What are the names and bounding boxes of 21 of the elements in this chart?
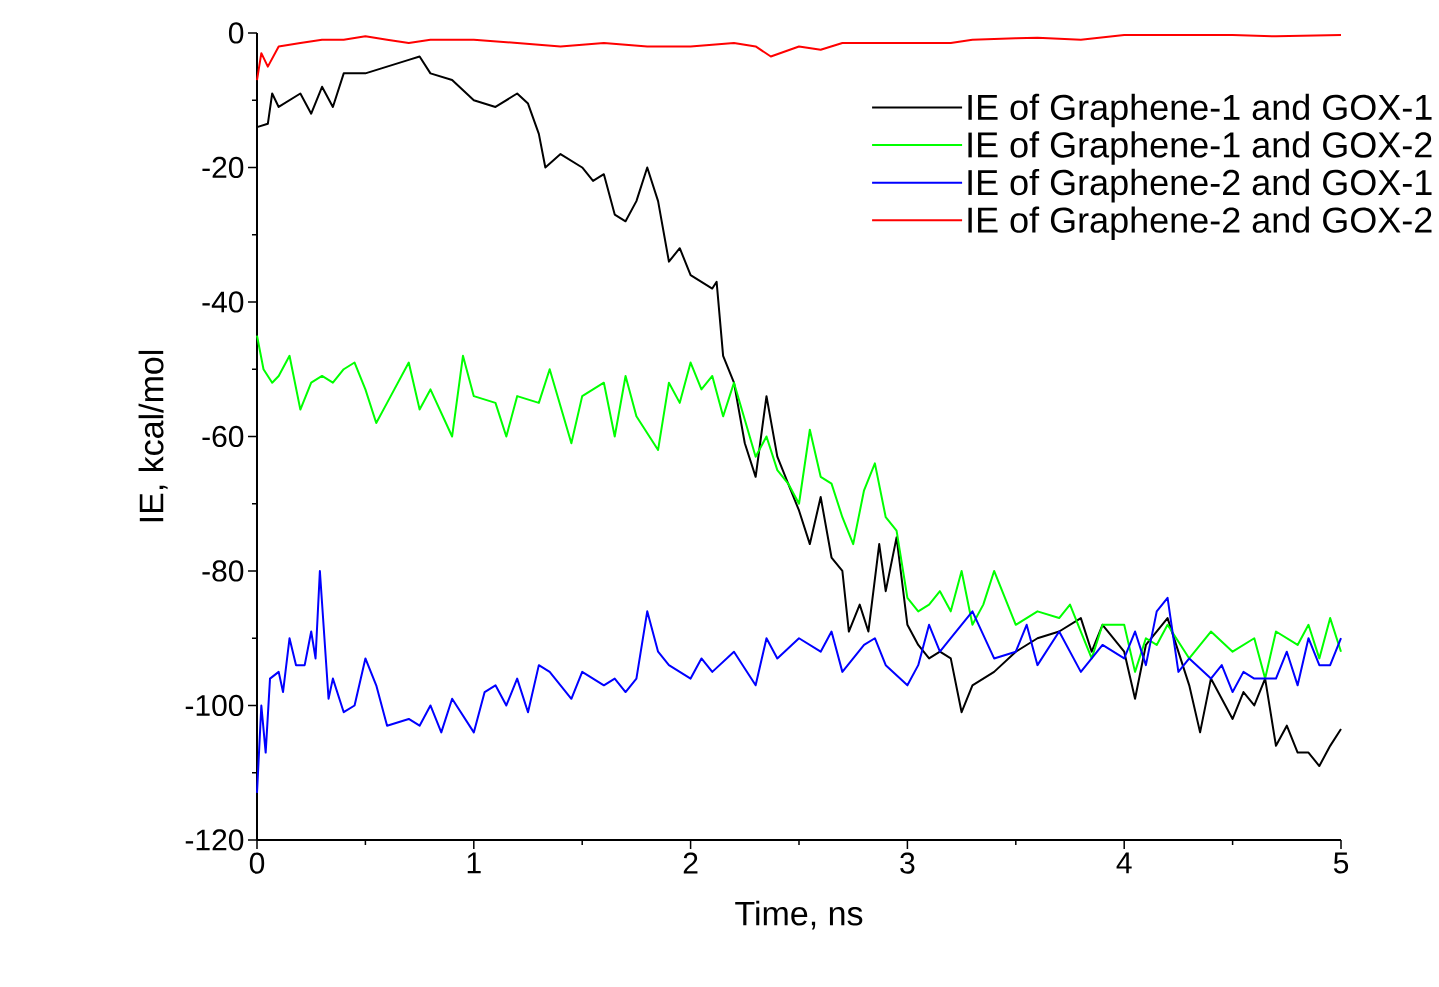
y-tick-label: -20 bbox=[202, 156, 244, 179]
x-tick-label: 0 bbox=[249, 852, 265, 874]
y-tick-label: 0 bbox=[228, 22, 244, 44]
x-tick-label: 5 bbox=[1333, 852, 1349, 874]
y-tick-label: -40 bbox=[202, 291, 244, 313]
legend-label: IE of Graphene-1 and GOX-2 bbox=[968, 131, 1432, 165]
legend-label: IE of Graphene-1 and GOX-1 bbox=[968, 93, 1432, 128]
y-axis-title: IE, kcal/mol bbox=[138, 350, 168, 522]
x-tick-label: 3 bbox=[900, 852, 915, 874]
y-tick-label: -60 bbox=[202, 425, 244, 448]
x-tick-label: 1 bbox=[467, 852, 481, 874]
line-series bbox=[256, 334, 1342, 680]
y-tick-label: -100 bbox=[185, 694, 244, 717]
legend-label: IE of Graphene-2 and GOX-1 bbox=[968, 168, 1432, 203]
legend-label: IE of Graphene-2 and GOX-2 bbox=[968, 206, 1432, 240]
y-tick-label: -80 bbox=[202, 560, 244, 582]
y-tick-label: -120 bbox=[185, 829, 244, 851]
x-tick-label: 2 bbox=[683, 852, 698, 874]
x-axis-title: Time, ns bbox=[735, 900, 863, 930]
line-series bbox=[256, 569, 1342, 794]
x-tick-label: 4 bbox=[1116, 852, 1132, 874]
